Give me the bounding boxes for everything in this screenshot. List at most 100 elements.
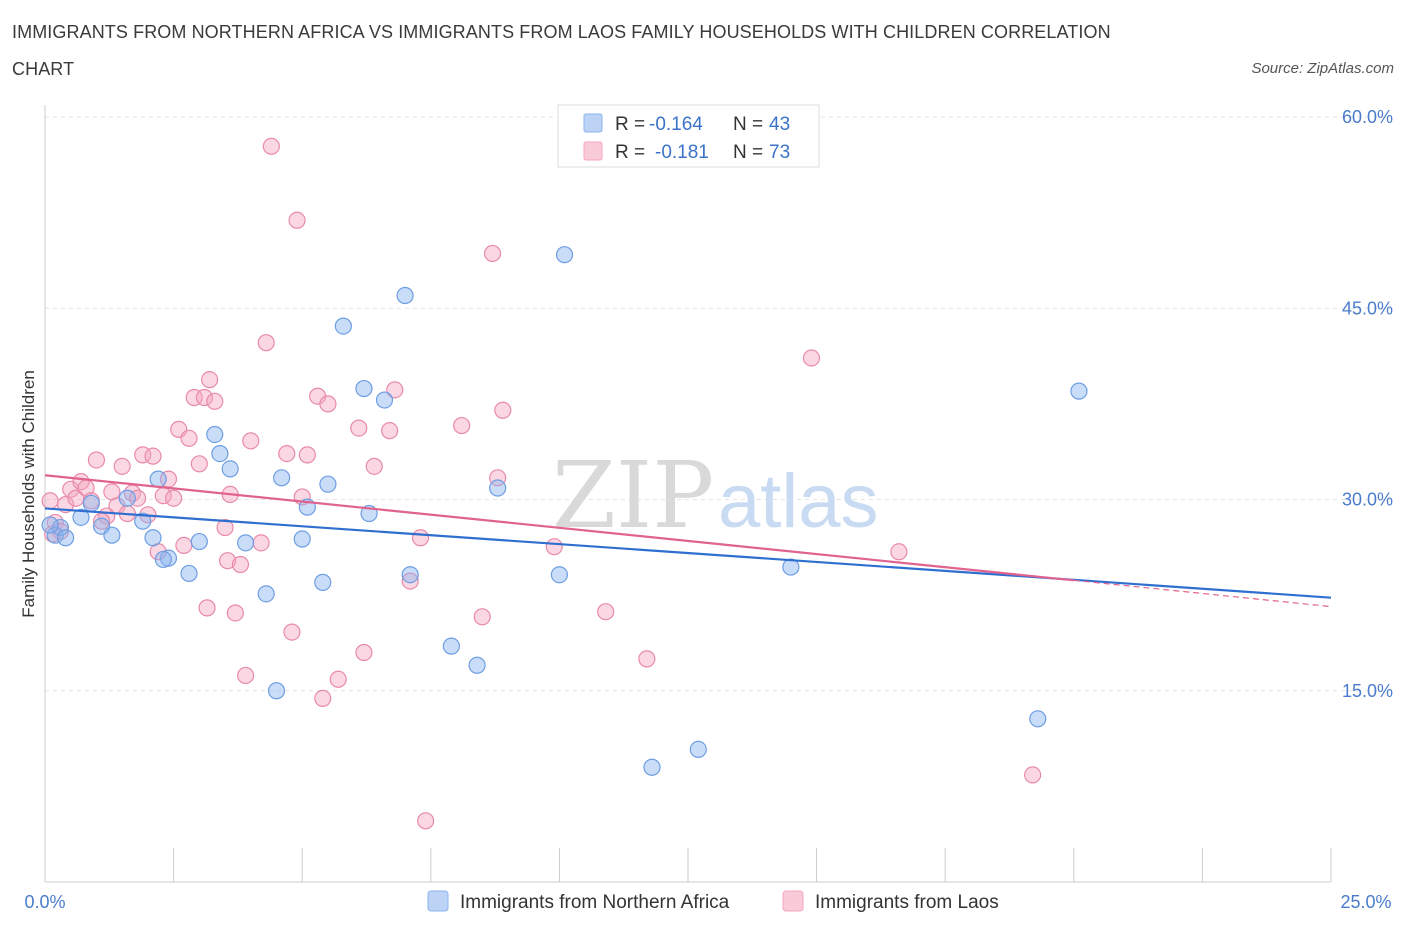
point-laos bbox=[802, 349, 821, 367]
point-laos bbox=[226, 604, 244, 622]
legend-r-label-2: R = bbox=[615, 142, 645, 163]
point-laos bbox=[41, 492, 59, 510]
point-laos bbox=[252, 534, 270, 552]
point-laos bbox=[180, 429, 198, 447]
point-northern-africa bbox=[1070, 382, 1088, 400]
watermark-atlas: atlas bbox=[718, 459, 879, 544]
point-laos bbox=[144, 447, 162, 465]
point-northern-africa bbox=[103, 526, 121, 544]
trend-line-laos bbox=[44, 474, 1074, 582]
point-northern-africa bbox=[267, 682, 286, 700]
point-laos bbox=[473, 608, 491, 626]
x-tick-label-max: 25.0% bbox=[1340, 892, 1391, 912]
point-northern-africa bbox=[468, 656, 486, 674]
y-tick-label-15: 15.0% bbox=[1342, 681, 1393, 701]
point-northern-africa bbox=[149, 470, 167, 488]
trend-line-laos-extension bbox=[1073, 579, 1332, 608]
trend-lines bbox=[44, 474, 1332, 608]
point-northern-africa bbox=[314, 573, 332, 591]
legend-n-label-2: N = bbox=[733, 142, 763, 163]
point-northern-africa bbox=[180, 564, 198, 583]
point-laos bbox=[219, 552, 237, 570]
chart-title: IMMIGRANTS FROM NORTHERN AFRICA VS IMMIG… bbox=[12, 22, 1111, 79]
point-northern-africa bbox=[442, 637, 460, 655]
point-laos bbox=[288, 211, 306, 229]
point-laos bbox=[216, 518, 234, 537]
trend-line-northern-africa bbox=[44, 507, 1332, 599]
point-laos bbox=[237, 666, 255, 685]
point-laos bbox=[494, 401, 512, 419]
x-ticks bbox=[44, 848, 1332, 882]
point-laos bbox=[198, 599, 216, 617]
point-northern-africa bbox=[41, 516, 59, 534]
point-laos bbox=[386, 381, 404, 399]
laos-points bbox=[41, 137, 1042, 830]
y-tick-label-45: 45.0% bbox=[1342, 298, 1393, 318]
point-laos bbox=[483, 244, 502, 263]
point-laos bbox=[262, 137, 280, 155]
point-laos bbox=[545, 538, 563, 556]
point-laos bbox=[453, 416, 471, 435]
point-laos bbox=[175, 536, 193, 555]
point-northern-africa bbox=[190, 532, 208, 551]
legend-swatch-laos bbox=[583, 141, 603, 161]
point-northern-africa bbox=[51, 518, 70, 537]
point-laos bbox=[489, 469, 507, 487]
point-laos bbox=[365, 457, 383, 475]
point-laos bbox=[87, 451, 106, 469]
y-axis-label: Family Households with Children bbox=[19, 370, 38, 618]
point-laos bbox=[190, 455, 208, 473]
point-northern-africa bbox=[782, 558, 800, 576]
point-laos bbox=[242, 432, 260, 450]
point-laos bbox=[113, 457, 131, 475]
point-laos bbox=[597, 603, 615, 621]
point-laos bbox=[1024, 766, 1042, 784]
y-tick-labels: 15.0% 30.0% 45.0% 60.0% bbox=[1342, 107, 1393, 701]
northern-africa-points bbox=[41, 246, 1088, 776]
point-northern-africa bbox=[118, 489, 136, 507]
point-northern-africa bbox=[293, 530, 311, 548]
point-northern-africa bbox=[550, 566, 569, 584]
point-laos bbox=[890, 543, 908, 561]
point-laos bbox=[350, 419, 368, 437]
legend-swatch-bottom-northern-africa bbox=[427, 890, 449, 912]
point-laos bbox=[298, 446, 316, 464]
point-laos bbox=[355, 643, 373, 662]
legend-r-label-1: R = bbox=[615, 114, 645, 135]
legend-r-value-1: -0.164 bbox=[649, 114, 703, 135]
legend-label-laos: Immigrants from Laos bbox=[815, 892, 999, 913]
point-laos bbox=[411, 529, 430, 547]
point-northern-africa bbox=[56, 529, 75, 547]
point-northern-africa bbox=[72, 508, 90, 526]
legend-n-label-1: N = bbox=[733, 114, 763, 135]
point-laos bbox=[329, 670, 347, 688]
point-northern-africa bbox=[257, 585, 275, 603]
point-laos bbox=[283, 623, 301, 641]
point-laos bbox=[381, 422, 399, 440]
point-laos bbox=[201, 371, 219, 389]
point-northern-africa bbox=[396, 286, 414, 305]
point-northern-africa bbox=[334, 317, 352, 335]
point-laos bbox=[257, 334, 275, 352]
point-northern-africa bbox=[689, 740, 707, 759]
point-laos bbox=[401, 572, 419, 590]
legend-n-value-1: 43 bbox=[769, 114, 790, 135]
y-tick-label-30: 30.0% bbox=[1342, 490, 1393, 510]
point-laos bbox=[314, 689, 332, 708]
point-northern-africa bbox=[555, 246, 574, 264]
gridlines bbox=[45, 116, 1391, 692]
point-laos bbox=[417, 812, 435, 830]
legend-label-northern-africa: Immigrants from Northern Africa bbox=[460, 892, 730, 913]
series-legend: Immigrants from Northern Africa Immigran… bbox=[427, 890, 999, 913]
x-tick-label-min: 0.0% bbox=[24, 892, 65, 912]
point-northern-africa bbox=[401, 566, 419, 584]
point-northern-africa bbox=[319, 475, 337, 493]
point-northern-africa bbox=[273, 469, 291, 487]
point-northern-africa bbox=[211, 445, 229, 463]
legend-swatch-bottom-laos bbox=[782, 890, 804, 912]
correlation-legend: R = -0.164 N = 43 R = -0.181 N = 73 bbox=[557, 104, 820, 168]
source-label: Source: ZipAtlas.com bbox=[1251, 60, 1394, 77]
legend-r-value-2: -0.181 bbox=[655, 142, 709, 163]
point-northern-africa bbox=[489, 479, 507, 497]
